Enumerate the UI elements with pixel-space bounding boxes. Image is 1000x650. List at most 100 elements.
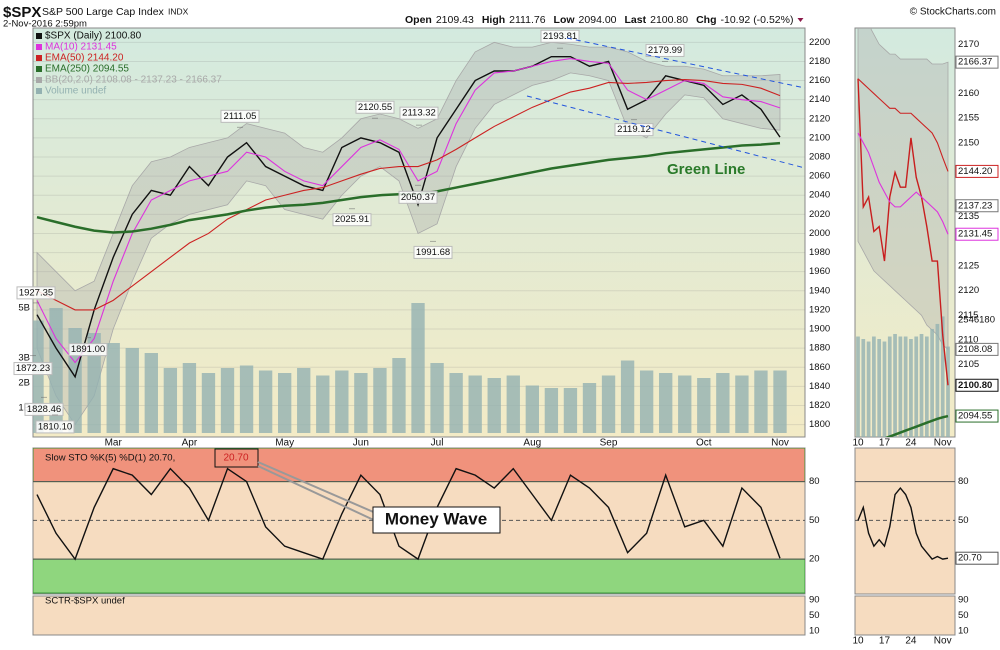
volume-bar — [544, 388, 559, 433]
volume-bar — [297, 368, 311, 433]
volume-bar — [773, 370, 787, 433]
price-tag-box — [955, 199, 999, 213]
y-tick-label: 2150 — [958, 137, 979, 148]
panel — [33, 448, 805, 594]
quote-name: Open — [405, 14, 432, 26]
y2-tick-label: 1B — [18, 403, 30, 414]
y-tick-label: 10 — [809, 626, 820, 637]
y-tick-label: 1880 — [809, 343, 830, 354]
volume-bar — [335, 370, 349, 433]
trend-line — [526, 95, 806, 169]
y-tick-label: 2100 — [809, 132, 830, 143]
volume-bar — [220, 368, 235, 433]
price-tag-label: 2166.37 — [958, 57, 992, 68]
price-label: 2119.12 — [617, 124, 651, 135]
legend-swatch — [36, 66, 42, 72]
y-tick-label: 1940 — [809, 285, 830, 296]
volume-bar — [903, 336, 908, 437]
price-label: 2111.05 — [224, 111, 257, 122]
panel — [856, 28, 950, 437]
price-tag: 2166.37 — [955, 55, 999, 69]
x-tick-label: 17 — [879, 438, 891, 449]
y-tick-label: 1820 — [809, 400, 830, 411]
x-tick-label: Sep — [600, 438, 618, 449]
price-label: 2113.32 — [402, 108, 436, 119]
volume-bar — [449, 373, 463, 433]
volume-bar — [697, 378, 711, 433]
x-tick-label: 10 — [852, 438, 864, 449]
label-box — [16, 286, 56, 300]
volume-bar — [946, 346, 950, 437]
volume-bar — [487, 378, 501, 433]
series-line — [884, 414, 949, 437]
price-tag-label: 2137.23 — [958, 200, 992, 211]
legend-label: EMA(50) 2144.20 — [45, 53, 124, 64]
volume-bar — [87, 333, 101, 433]
volume-bar — [582, 383, 597, 433]
legend-label: EMA(250) 2094.55 — [45, 64, 129, 75]
volume-bar — [182, 363, 197, 433]
plot-layer: 1800 1820 1840 1860 1880 1900 1920 1940 1960 1980… — [13, 14, 999, 647]
quote-name: Low — [554, 14, 576, 26]
date: 2-Nov-2016 2:59pm — [3, 19, 87, 30]
volume-bar — [866, 341, 871, 437]
volume-bar — [354, 373, 368, 433]
zoom-sto-panel — [854, 447, 956, 595]
price-label: 1810.10 — [38, 421, 72, 432]
volume-bar — [930, 328, 934, 437]
sto-value: 20.70 — [223, 453, 248, 464]
volume-bar — [924, 336, 929, 437]
price-label: 1927.35 — [19, 287, 53, 298]
legend-swatch — [36, 77, 42, 83]
y-tick-label: 2125 — [958, 261, 979, 272]
value-box — [214, 448, 259, 468]
volume-bar — [861, 339, 866, 437]
x-tick-label: Nov — [934, 438, 952, 449]
y-tick-label: 20 — [809, 554, 820, 565]
legend-swatch — [36, 33, 42, 39]
y-tick-label: 2140 — [809, 94, 830, 105]
y-tick-label: 1860 — [809, 362, 830, 373]
volume-bar — [639, 370, 654, 433]
y-tick-label: 2120 — [958, 285, 979, 296]
volume-tag: 2546180 — [958, 315, 995, 326]
trend-line — [566, 37, 806, 89]
price-label: 1872.23 — [16, 363, 50, 374]
legend-label: Volume undef — [45, 86, 106, 97]
volume-bar — [716, 373, 730, 433]
y-tick-label: 80 — [958, 476, 969, 487]
x-tick-label: Apr — [182, 438, 198, 449]
y-tick-label: 2060 — [809, 171, 830, 182]
symbol: $SPX — [3, 4, 41, 21]
price-tag-box — [955, 55, 999, 69]
legend-label: MA(10) 2131.45 — [45, 42, 117, 53]
price-tag: 2094.55 — [955, 409, 999, 423]
subtitle: S&P 500 Large Cap Index — [42, 6, 165, 18]
x-tick-label: 10 — [852, 636, 864, 647]
price-tag-box — [955, 409, 999, 423]
volume-bar — [909, 339, 913, 437]
label-box — [540, 29, 580, 43]
sctr-title: SCTR-$SPX undef — [45, 596, 125, 607]
y-tick-label: 2105 — [958, 359, 979, 370]
volume-bar — [163, 368, 178, 433]
volume-bar — [373, 368, 387, 433]
x-tick-label: Jul — [431, 438, 444, 449]
y-tick-label: 50 — [809, 610, 820, 621]
series-line — [36, 79, 781, 311]
legend-swatch — [36, 44, 42, 50]
quote-name: Last — [625, 14, 647, 26]
volume-bar — [754, 370, 768, 433]
x-tick-label: Oct — [696, 438, 712, 449]
volume-bar — [940, 316, 945, 437]
legend-swatch — [36, 88, 42, 94]
sctr-panel — [32, 595, 806, 636]
volume-bar — [106, 343, 120, 433]
volume-bar — [468, 375, 482, 433]
price-tag-box — [955, 378, 999, 392]
price-tag-label: 2131.45 — [958, 229, 992, 240]
series-line — [857, 78, 949, 386]
x-tick-label: 17 — [879, 636, 891, 647]
zoom-sctr-panel — [854, 595, 956, 636]
volume-bar — [914, 336, 919, 437]
